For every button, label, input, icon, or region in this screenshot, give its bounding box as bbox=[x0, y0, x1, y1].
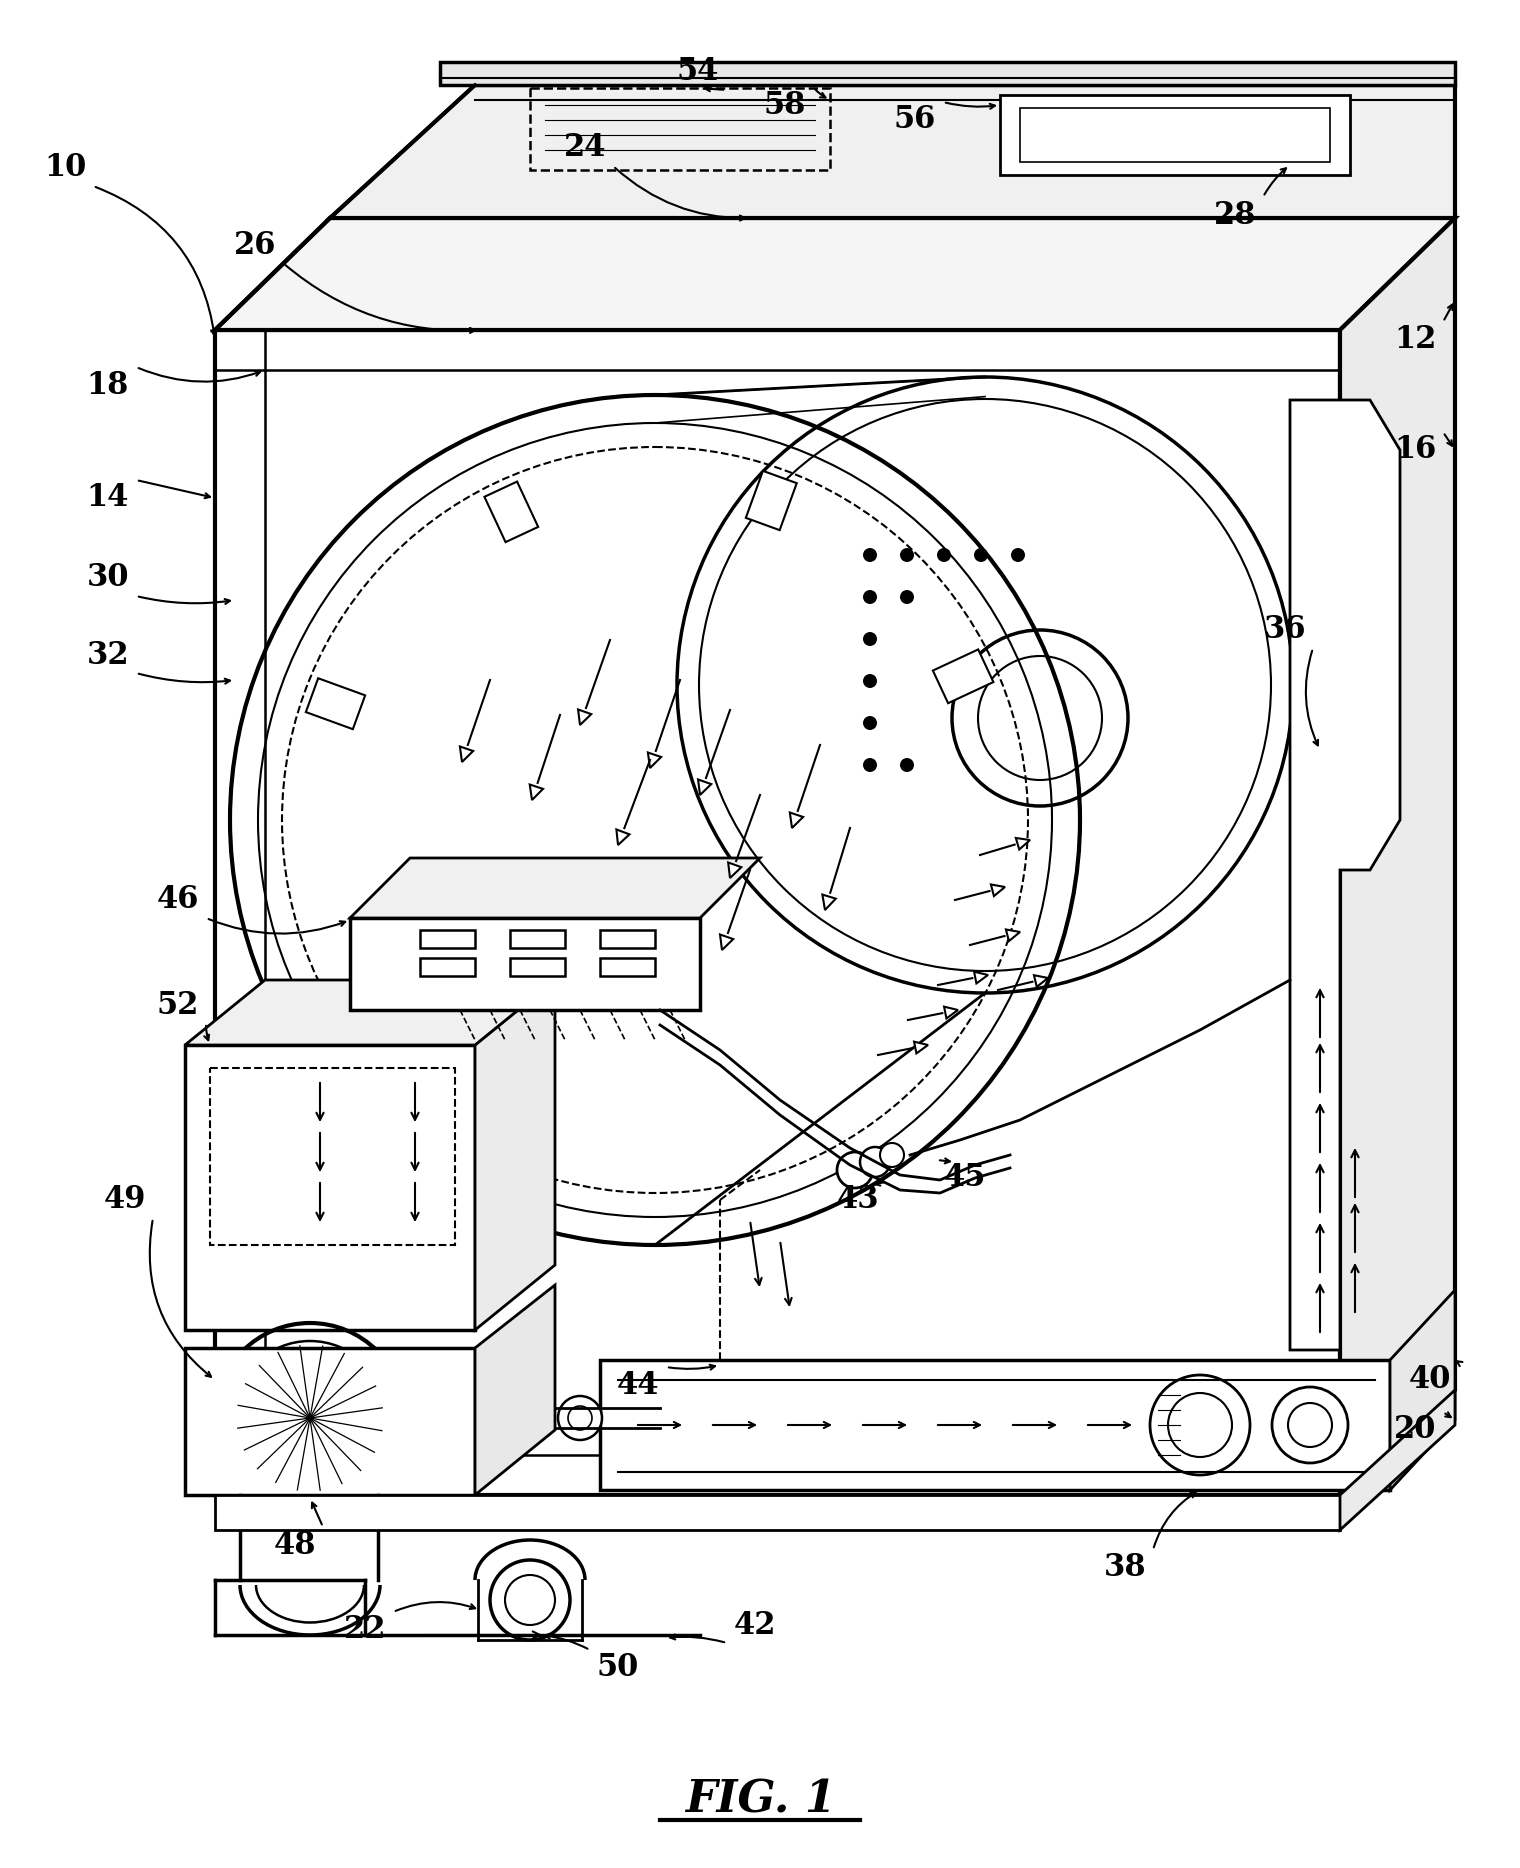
Polygon shape bbox=[578, 710, 591, 725]
Text: 30: 30 bbox=[87, 562, 129, 594]
Polygon shape bbox=[530, 785, 543, 800]
Polygon shape bbox=[648, 753, 661, 768]
Polygon shape bbox=[1034, 975, 1047, 986]
Circle shape bbox=[863, 631, 877, 646]
Text: 14: 14 bbox=[87, 482, 129, 514]
Text: 54: 54 bbox=[676, 56, 719, 88]
Polygon shape bbox=[1389, 1291, 1455, 1491]
Text: 10: 10 bbox=[44, 153, 87, 183]
Circle shape bbox=[518, 1407, 543, 1431]
Circle shape bbox=[900, 590, 914, 603]
Circle shape bbox=[880, 1143, 904, 1168]
Circle shape bbox=[863, 547, 877, 562]
Polygon shape bbox=[214, 219, 1455, 331]
Circle shape bbox=[860, 1147, 891, 1177]
Polygon shape bbox=[1290, 400, 1400, 1351]
Text: 45: 45 bbox=[944, 1162, 986, 1194]
Polygon shape bbox=[914, 1042, 929, 1054]
Polygon shape bbox=[185, 981, 555, 1044]
Circle shape bbox=[458, 1395, 502, 1440]
Polygon shape bbox=[822, 895, 836, 910]
Polygon shape bbox=[720, 934, 733, 951]
Circle shape bbox=[900, 758, 914, 771]
Polygon shape bbox=[185, 1349, 474, 1494]
Polygon shape bbox=[600, 930, 655, 947]
Text: 48: 48 bbox=[274, 1530, 316, 1560]
Text: FIG. 1: FIG. 1 bbox=[684, 1778, 836, 1821]
Circle shape bbox=[838, 1153, 872, 1188]
Circle shape bbox=[407, 1395, 451, 1440]
Polygon shape bbox=[974, 971, 988, 983]
Circle shape bbox=[1011, 547, 1024, 562]
Text: 16: 16 bbox=[1394, 435, 1436, 465]
Text: 46: 46 bbox=[157, 885, 199, 915]
Circle shape bbox=[936, 547, 952, 562]
Text: 36: 36 bbox=[1263, 615, 1306, 646]
Text: 56: 56 bbox=[894, 105, 936, 136]
Text: 40: 40 bbox=[1409, 1364, 1452, 1395]
Polygon shape bbox=[439, 62, 1455, 86]
Polygon shape bbox=[474, 1285, 555, 1494]
Text: 22: 22 bbox=[344, 1614, 386, 1646]
Polygon shape bbox=[330, 86, 1455, 219]
Polygon shape bbox=[511, 958, 565, 975]
Polygon shape bbox=[728, 863, 742, 878]
Text: 12: 12 bbox=[1394, 325, 1436, 355]
Text: 38: 38 bbox=[1104, 1552, 1146, 1584]
Circle shape bbox=[558, 1395, 602, 1440]
Text: 58: 58 bbox=[765, 90, 806, 121]
Circle shape bbox=[508, 1395, 552, 1440]
Polygon shape bbox=[461, 747, 473, 762]
Text: 24: 24 bbox=[564, 133, 606, 164]
Polygon shape bbox=[933, 650, 994, 702]
Polygon shape bbox=[1000, 95, 1350, 176]
Polygon shape bbox=[420, 930, 474, 947]
Polygon shape bbox=[1341, 219, 1455, 1494]
Circle shape bbox=[863, 715, 877, 730]
Polygon shape bbox=[511, 930, 565, 947]
Circle shape bbox=[863, 590, 877, 603]
Polygon shape bbox=[214, 331, 1341, 1494]
Polygon shape bbox=[617, 829, 629, 844]
Circle shape bbox=[568, 1407, 591, 1431]
Polygon shape bbox=[746, 471, 796, 531]
Polygon shape bbox=[350, 917, 701, 1011]
Polygon shape bbox=[420, 958, 474, 975]
Text: 28: 28 bbox=[1214, 200, 1256, 230]
Polygon shape bbox=[790, 813, 803, 828]
Circle shape bbox=[900, 547, 914, 562]
Circle shape bbox=[863, 674, 877, 687]
Polygon shape bbox=[600, 958, 655, 975]
Polygon shape bbox=[1341, 1390, 1455, 1530]
Text: 49: 49 bbox=[103, 1184, 146, 1216]
Polygon shape bbox=[185, 1044, 474, 1330]
Circle shape bbox=[863, 758, 877, 771]
Polygon shape bbox=[698, 779, 711, 796]
Polygon shape bbox=[306, 678, 365, 729]
Circle shape bbox=[418, 1407, 442, 1431]
Text: 50: 50 bbox=[597, 1653, 638, 1683]
Text: 18: 18 bbox=[87, 370, 129, 400]
Polygon shape bbox=[1015, 839, 1031, 850]
Text: 26: 26 bbox=[234, 230, 277, 260]
Polygon shape bbox=[214, 1494, 1341, 1530]
Circle shape bbox=[468, 1407, 492, 1431]
Polygon shape bbox=[1006, 930, 1020, 941]
Polygon shape bbox=[991, 884, 1005, 897]
Polygon shape bbox=[944, 1007, 958, 1018]
Text: 43: 43 bbox=[836, 1184, 879, 1216]
Text: 44: 44 bbox=[617, 1369, 660, 1401]
Polygon shape bbox=[600, 1360, 1389, 1491]
Text: 32: 32 bbox=[87, 639, 129, 671]
Polygon shape bbox=[485, 482, 538, 542]
Polygon shape bbox=[474, 981, 555, 1330]
Circle shape bbox=[974, 547, 988, 562]
Text: 52: 52 bbox=[157, 990, 199, 1020]
Text: 20: 20 bbox=[1394, 1414, 1436, 1446]
Text: 42: 42 bbox=[734, 1610, 777, 1640]
Polygon shape bbox=[350, 857, 760, 917]
